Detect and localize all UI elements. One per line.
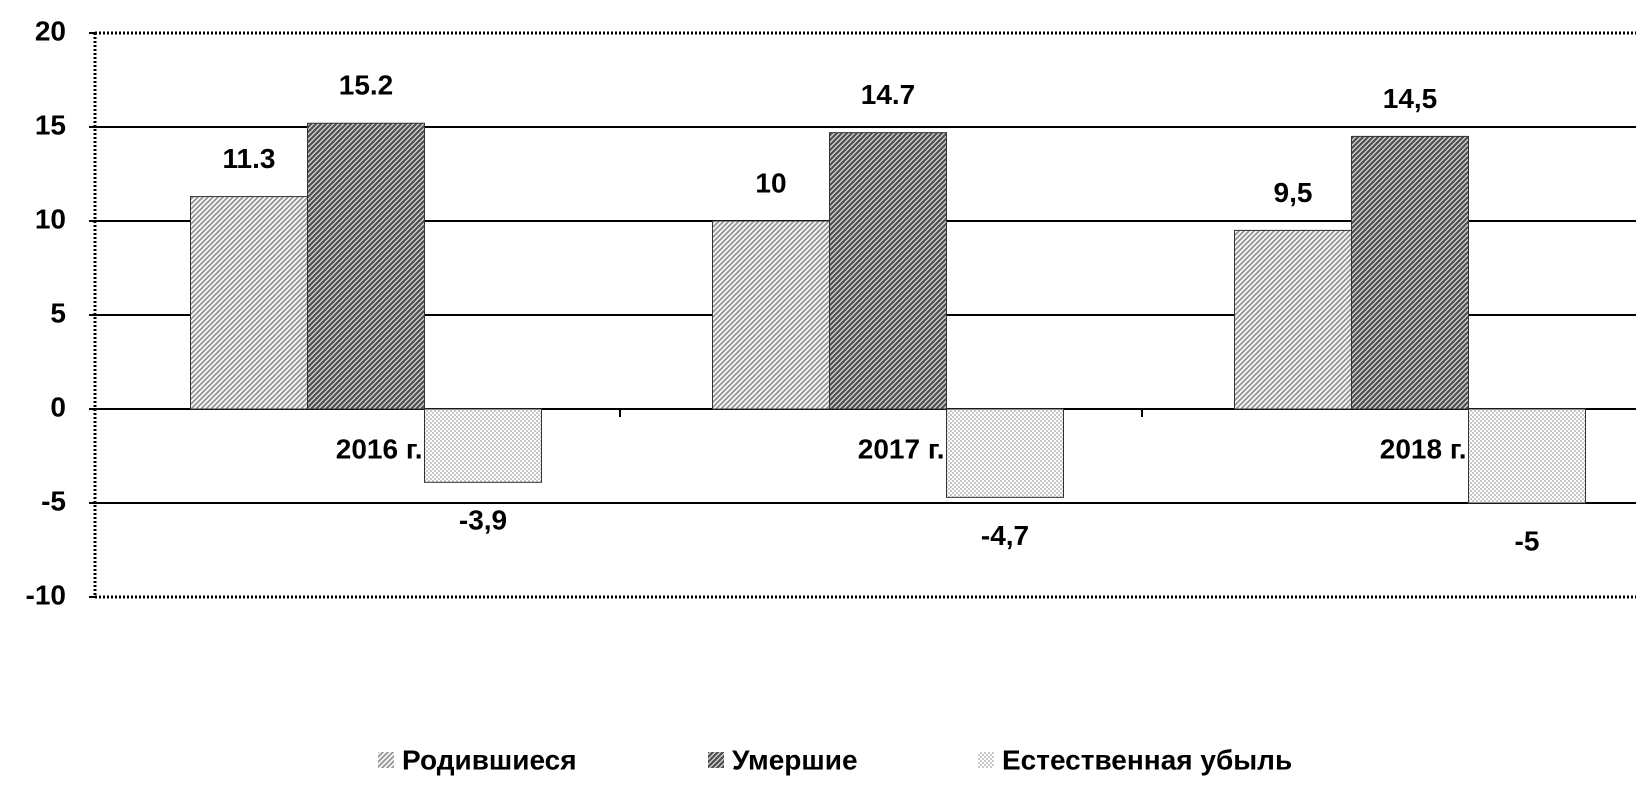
- x-tick-label: 2018 г.: [1380, 433, 1467, 464]
- bar: [424, 408, 542, 483]
- data-label: 10: [755, 167, 786, 198]
- legend-label: Родившиеся: [402, 744, 577, 775]
- legend-swatch: [978, 752, 994, 768]
- bar: [307, 122, 425, 410]
- y-tick-label: 5: [50, 297, 66, 328]
- y-tick-label: 10: [35, 203, 66, 234]
- data-label: -3,9: [459, 505, 507, 536]
- y-tick-label: 0: [50, 391, 66, 422]
- y-tick-label: -10: [26, 579, 66, 610]
- legend-label: Естественная убыль: [1002, 744, 1292, 775]
- x-tick-label: 2017 г.: [858, 433, 945, 464]
- data-label: 14.7: [861, 79, 916, 110]
- data-label: -5: [1515, 525, 1540, 556]
- bar: [190, 196, 308, 410]
- y-tick-label: 20: [35, 15, 66, 46]
- legend-swatch: [708, 752, 724, 768]
- y-tick-label: 15: [35, 109, 66, 140]
- y-tick-label: -5: [41, 485, 66, 516]
- data-label: 11.3: [223, 143, 276, 174]
- x-tick-label: 2016 г.: [336, 433, 423, 464]
- bar: [829, 132, 947, 410]
- data-label: 14,5: [1383, 83, 1438, 114]
- data-label: 9,5: [1274, 177, 1313, 208]
- legend-swatch: [378, 752, 394, 768]
- bar: [712, 220, 830, 410]
- data-label: -4,7: [981, 520, 1029, 551]
- bar: [1468, 408, 1586, 504]
- bar: [1234, 229, 1352, 410]
- legend-label: Умершие: [732, 744, 858, 775]
- bar: [946, 408, 1064, 498]
- bar: [1351, 135, 1469, 410]
- data-label: 15.2: [339, 70, 394, 101]
